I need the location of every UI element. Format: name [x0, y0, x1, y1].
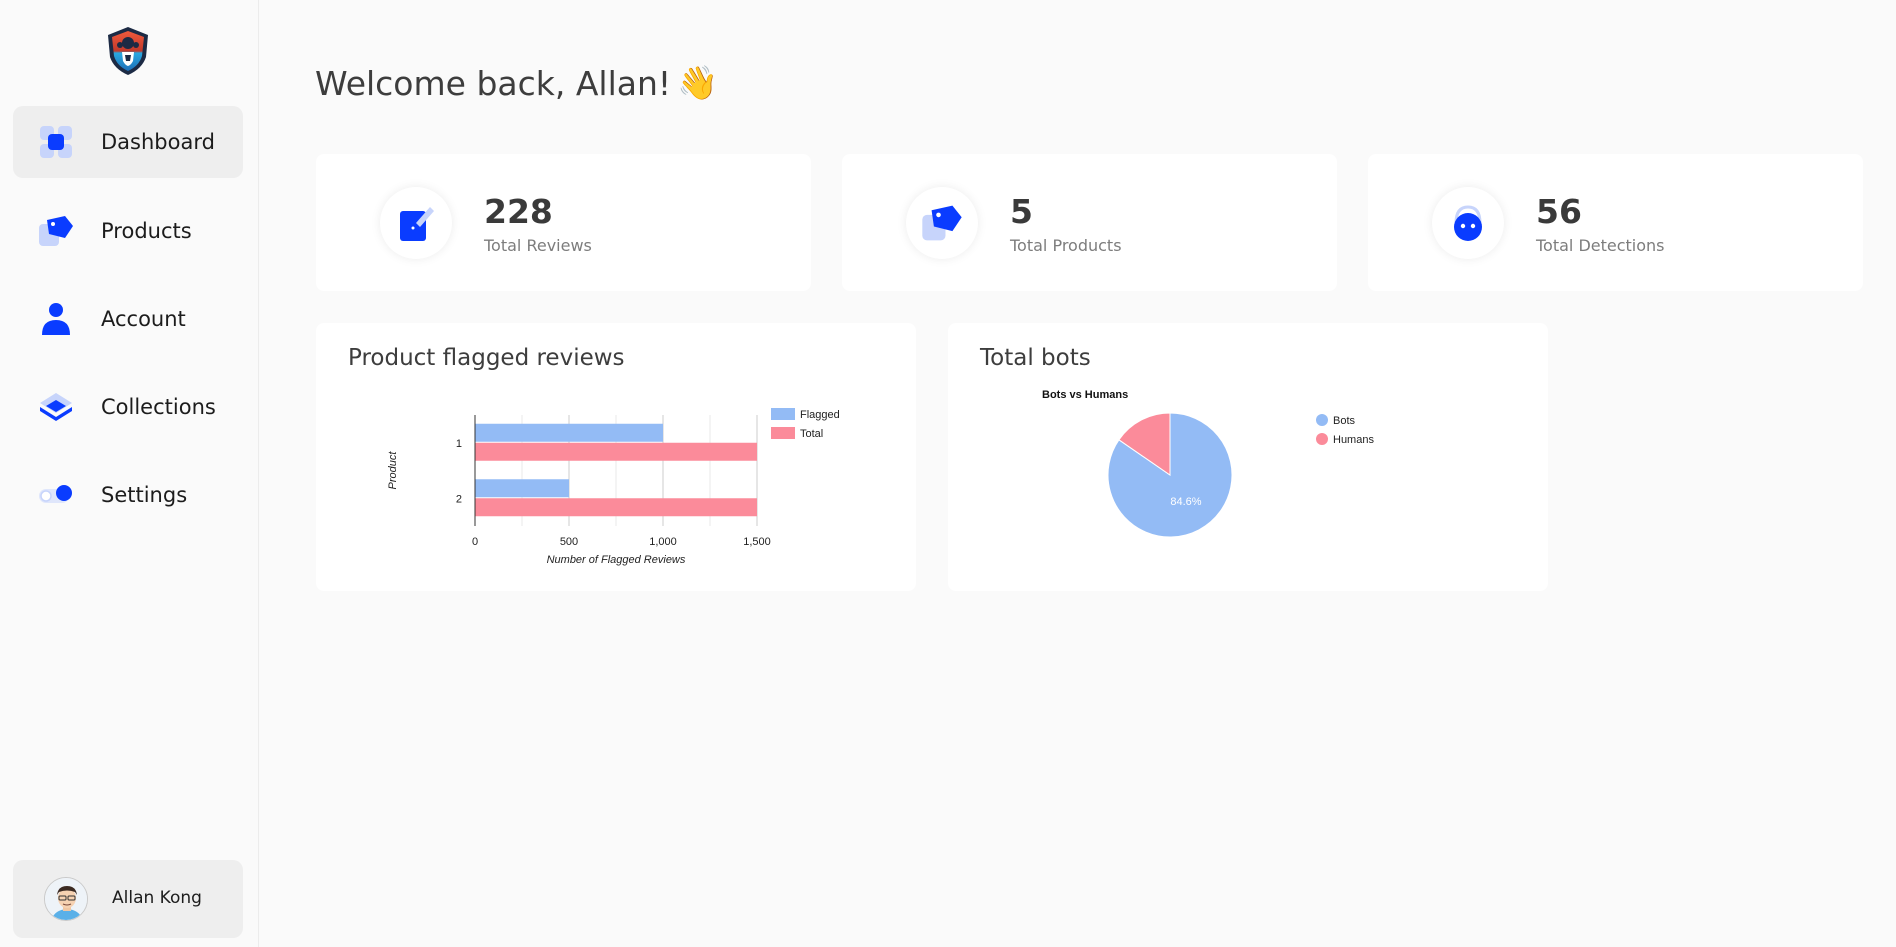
- user-name: Allan Kong: [112, 888, 202, 908]
- stat-label: Total Detections: [1536, 236, 1665, 255]
- legend-label: Total: [800, 428, 823, 440]
- price-tag-icon: [37, 212, 75, 250]
- person-icon: [37, 300, 75, 338]
- flagged-reviews-panel: 1 2 0 500 1,000 1,500 Number of Flagged Review…: [316, 323, 916, 591]
- dashboard-grid-icon: [37, 123, 75, 161]
- user-profile-card[interactable]: Allan Kong: [13, 860, 243, 938]
- chart-title: Bots vs Humans: [1042, 389, 1128, 401]
- sidebar-item-label: Products: [101, 219, 192, 243]
- stat-card-products: 5 Total Products: [842, 154, 1337, 291]
- panel-title: Product flagged reviews: [348, 345, 625, 371]
- y-axis-label: Product: [387, 451, 399, 490]
- total-bots-panel: Bots vs Humans 84.6% Bots Humans Total bots: [948, 323, 1548, 591]
- y-tick-label: 1: [456, 438, 462, 450]
- legend-label: Bots: [1333, 415, 1356, 427]
- robot-icon: [1432, 187, 1504, 259]
- sidebar-item-account[interactable]: Account: [13, 283, 243, 355]
- pie-slice-label: 84.6%: [1170, 496, 1201, 508]
- x-tick-label: 1,500: [743, 536, 771, 548]
- legend-swatch: [1316, 433, 1328, 445]
- sidebar-item-dashboard[interactable]: Dashboard: [13, 106, 243, 178]
- x-tick-label: 1,000: [649, 536, 677, 548]
- sidebar-item-label: Dashboard: [101, 130, 215, 154]
- stat-card-detections: 56 Total Detections: [1368, 154, 1863, 291]
- page-title: Welcome back, Allan! 👋: [315, 63, 718, 103]
- pie-slice-humans: [1118, 412, 1171, 476]
- legend-swatch: [771, 427, 795, 439]
- bar-flagged: [475, 423, 663, 442]
- welcome-text: Welcome back, Allan!: [315, 63, 672, 103]
- bar-total: [475, 442, 757, 461]
- price-tag-icon: [906, 187, 978, 259]
- sidebar: Dashboard Products Account: [0, 0, 259, 947]
- stat-label: Total Reviews: [484, 236, 592, 255]
- flagged-reviews-chart: 1 2 0 500 1,000 1,500 Number of Flagged Review…: [387, 408, 840, 566]
- x-tick-label: 500: [560, 536, 578, 548]
- x-tick-label: 0: [472, 536, 478, 548]
- stat-value: 228: [484, 192, 553, 231]
- sidebar-item-label: Collections: [101, 395, 216, 419]
- shield-logo-icon[interactable]: [104, 25, 152, 77]
- stat-label: Total Products: [1010, 236, 1122, 255]
- stat-value: 5: [1010, 192, 1033, 231]
- stat-value: 56: [1536, 192, 1582, 231]
- toggle-icon: [37, 476, 75, 514]
- legend-swatch: [771, 408, 795, 420]
- bots-pie-chart: Bots vs Humans 84.6% Bots Humans: [1042, 389, 1374, 538]
- bar-flagged: [475, 479, 569, 498]
- panel-title: Total bots: [980, 345, 1091, 371]
- sidebar-item-label: Account: [101, 307, 186, 331]
- sidebar-item-settings[interactable]: Settings: [13, 459, 243, 531]
- bar-total: [475, 498, 757, 517]
- legend-swatch: [1316, 414, 1328, 426]
- sidebar-item-collections[interactable]: Collections: [13, 371, 243, 443]
- layers-icon: [37, 388, 75, 426]
- legend-label: Humans: [1333, 434, 1374, 446]
- legend-label: Flagged: [800, 409, 840, 421]
- sidebar-item-label: Settings: [101, 483, 188, 507]
- user-avatar-icon: [44, 877, 88, 921]
- y-tick-label: 2: [456, 493, 462, 505]
- waving-hand-icon: 👋: [677, 63, 719, 102]
- edit-review-icon: [380, 187, 452, 259]
- x-axis-label: Number of Flagged Reviews: [547, 554, 686, 566]
- stat-card-reviews: 228 Total Reviews: [316, 154, 811, 291]
- sidebar-item-products[interactable]: Products: [13, 195, 243, 267]
